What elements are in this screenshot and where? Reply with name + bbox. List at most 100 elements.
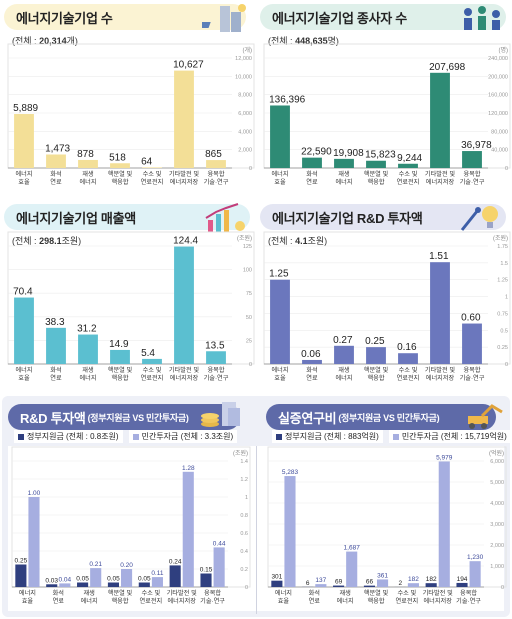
category-label: 재생 [83,589,95,597]
y-tick-label: 0 [249,362,252,368]
y-tick-label: 0 [505,166,508,172]
chart-revenue: 0255075100125(조원)70.4에너지효율38.3화석연료31.2재생… [7,231,255,382]
y-unit-label: (개) [242,46,252,54]
data-label: 10,627 [173,60,204,71]
data-label-gov: 194 [457,576,468,583]
chart-rnd-investment: 00.250.50.7511.251.51.75(조원)1.25에너지효율0.0… [263,231,511,382]
category-label: 에너지저장 [170,374,199,382]
panel-company-count: 에너지기술기업 수 (전체 : 20,314개) 0 2,000 4,000 6,00… [0,0,256,200]
data-label: 38.3 [45,317,65,328]
demo-research-legend: 정부지원금 (전체 : 883억원) 민간투자금 (전체 : 15,719억원) [272,430,511,443]
bar [462,151,482,168]
category-label: 에너지 [275,589,292,597]
data-label-priv: 1,230 [467,554,484,561]
y-tick-label: 1,000 [490,564,504,570]
bar [78,159,98,168]
bar [206,351,226,364]
bar-gov [138,582,150,587]
category-label: 연료전지 [397,374,420,382]
bar [334,345,354,364]
category-label: 기타발전 및 [425,366,455,374]
bar [302,359,322,364]
y-tick-label: 125 [243,244,252,250]
bar-gov [46,584,58,587]
category-label: 연료 [306,374,318,382]
data-label: 5,889 [13,103,38,114]
y-tick-label: 1.2 [240,477,248,483]
data-label-priv: 1.28 [182,465,195,472]
legend-priv: 민간투자금 (전체 : 15,719억원) [388,430,511,443]
bar [174,70,194,168]
data-label: 1,473 [45,143,70,154]
category-label: 화석 [50,366,61,374]
data-label-priv: 0.04 [59,576,72,583]
category-label: 에너지 [79,374,96,382]
y-tick-label: 0.4 [240,549,248,555]
y-unit-label: (조원) [237,234,252,242]
data-label-priv: 0.20 [120,562,133,569]
demo-research-title: 실증연구비 (정부지원금 VS 민간투자금) [266,404,496,430]
solar-building-icon [202,4,246,32]
category-label: 핵융합 [111,374,128,382]
data-label: 9,244 [397,153,422,164]
category-label: 재생 [339,589,351,597]
data-label: 13.5 [205,340,225,351]
people-network-icon [464,6,500,30]
data-label-gov: 0.24 [169,558,182,565]
data-label-gov: 6 [306,580,310,587]
data-label: 0.16 [397,342,417,353]
y-tick-label: 1.5 [500,261,508,267]
panel-title: 에너지기술기업 수 [4,4,246,30]
category-label: 핵분열 및 [364,170,389,178]
category-label: 융복합 [460,589,477,597]
category-label: 에너지 [15,366,32,374]
bar-priv [151,577,163,587]
data-label-gov: 2 [398,580,402,587]
data-label: 22,590 [301,147,332,158]
bar [366,347,386,364]
bar [14,297,34,364]
bar [366,160,386,168]
y-tick-label: 0.25 [497,345,508,351]
data-label: 70.4 [13,287,33,298]
category-label: 효율 [18,179,30,186]
data-label: 0.06 [301,349,321,360]
y-unit-label: (조원) [233,449,248,457]
y-tick-label: 50 [246,315,252,321]
lightbulb-tools-icon [460,206,498,231]
data-label-gov: 69 [335,579,343,586]
bar [270,279,290,364]
legend-gov: 정부지원금 (전체 : 883억원) [272,430,383,443]
rnd-split-legend: 정부지원금 (전체 : 0.8조원) 민간투자금 (전체 : 3.3조원) [14,430,238,443]
category-label: 핵분열 및 [364,589,389,597]
category-label: 재생 [338,170,350,178]
bar-priv [407,583,419,587]
category-label: 핵융합 [367,178,384,186]
bar-priv [90,568,102,587]
y-tick-label: 2,000 [490,543,504,549]
category-label: 핵분열 및 [108,589,133,597]
bar [398,163,418,168]
bar-priv [182,471,194,587]
bar-priv [438,461,450,587]
data-label-priv: 137 [315,577,326,584]
data-label-gov: 0.05 [76,576,89,583]
category-label: 연료 [50,178,62,186]
data-label: 14.9 [109,339,129,350]
category-label: 연료전지 [139,597,162,605]
data-label: 878 [77,149,94,160]
category-label: 핵분열 및 [364,366,389,374]
data-label: 124.4 [173,236,198,247]
data-label-gov: 0.03 [45,577,58,584]
y-tick-label: 12,000 [235,56,252,62]
bar-priv [28,497,40,587]
data-label-gov: 66 [366,579,374,586]
y-tick-label: 0.8 [240,513,248,519]
y-tick-label: 80,000 [491,129,508,135]
bar-gov [77,582,89,587]
bar-priv [284,476,296,587]
bar-priv [121,569,133,587]
panel-rnd-investment: 에너지기술기업 R&D 투자액 (전체 : 4.1조원) 0 0.25 0.5 0.7… [256,200,512,396]
bar [398,353,418,364]
y-tick-label: 200,000 [488,74,508,80]
